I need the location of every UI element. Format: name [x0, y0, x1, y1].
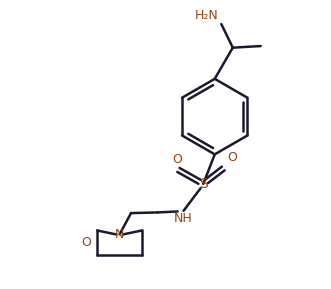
Text: O: O	[172, 153, 182, 166]
Text: N: N	[115, 228, 124, 241]
Text: NH: NH	[174, 212, 193, 225]
Text: S: S	[199, 177, 208, 191]
Text: O: O	[227, 151, 237, 164]
Text: O: O	[81, 236, 91, 249]
Text: H₂N: H₂N	[195, 9, 219, 22]
